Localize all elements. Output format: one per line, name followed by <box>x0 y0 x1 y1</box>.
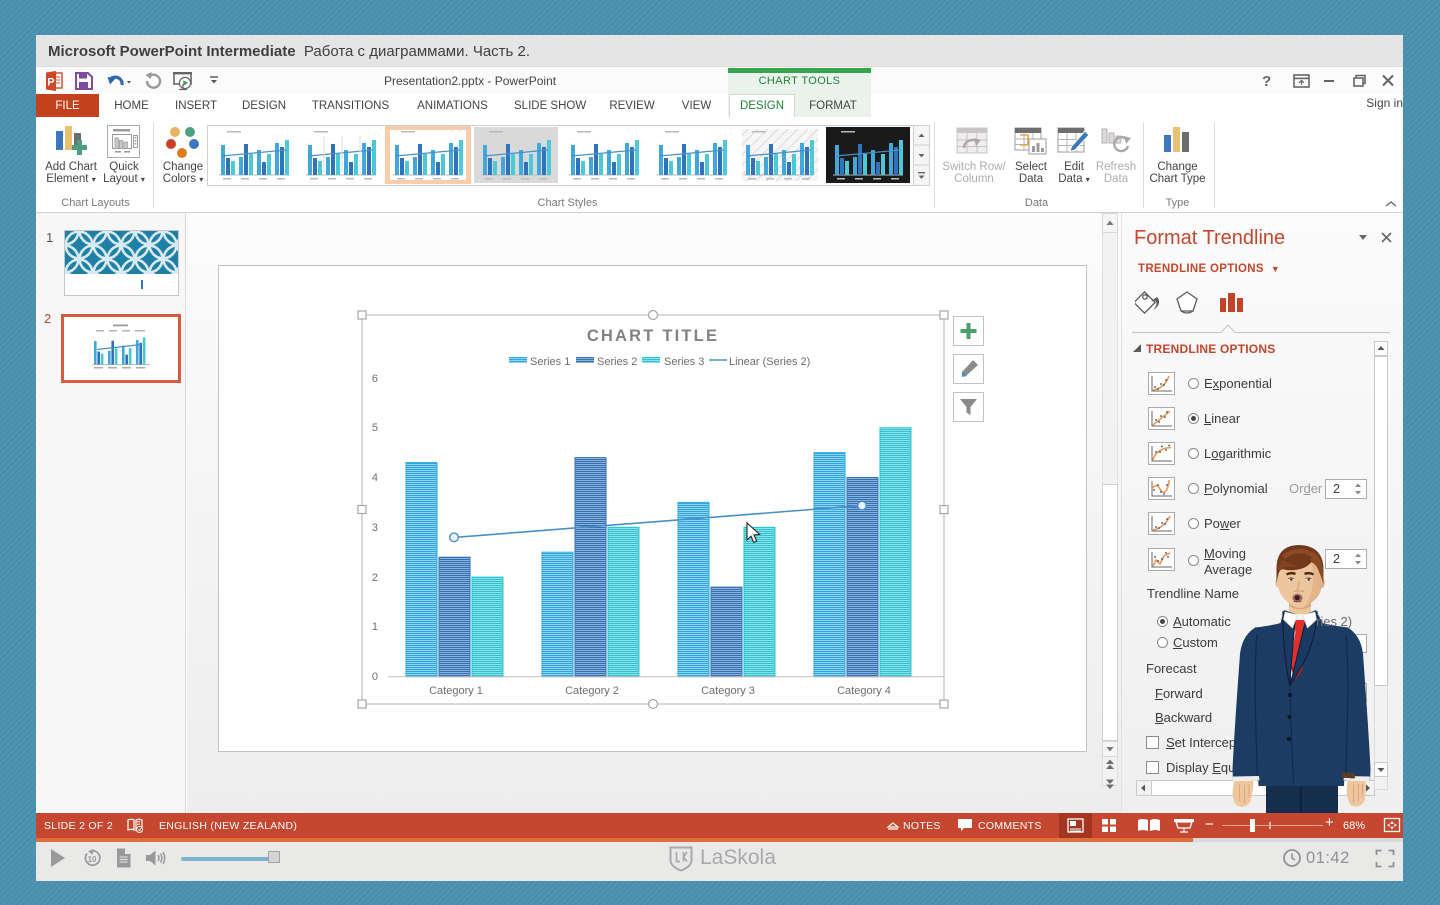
svg-text:?: ? <box>1262 73 1271 90</box>
svg-text:1: 1 <box>372 621 378 633</box>
svg-text:0: 0 <box>372 671 378 683</box>
svg-text:Category 3: Category 3 <box>701 685 755 697</box>
svg-text:5: 5 <box>372 422 378 434</box>
svg-text:Category 2: Category 2 <box>565 685 619 697</box>
svg-text:Category 1: Category 1 <box>429 685 483 697</box>
svg-text:Series 1: Series 1 <box>530 356 570 368</box>
svg-text:3: 3 <box>372 522 378 534</box>
svg-text:P: P <box>47 77 54 89</box>
svg-text:2: 2 <box>372 572 378 584</box>
svg-text:Series 2: Series 2 <box>597 356 637 368</box>
svg-text:6: 6 <box>372 373 378 385</box>
svg-text:Category 4: Category 4 <box>837 685 891 697</box>
svg-text:10: 10 <box>88 855 97 864</box>
svg-text:4: 4 <box>372 472 378 484</box>
svg-text:CHART TITLE: CHART TITLE <box>587 327 719 345</box>
svg-text:Series 3: Series 3 <box>664 356 704 368</box>
svg-text:Linear (Series 2): Linear (Series 2) <box>729 356 810 368</box>
